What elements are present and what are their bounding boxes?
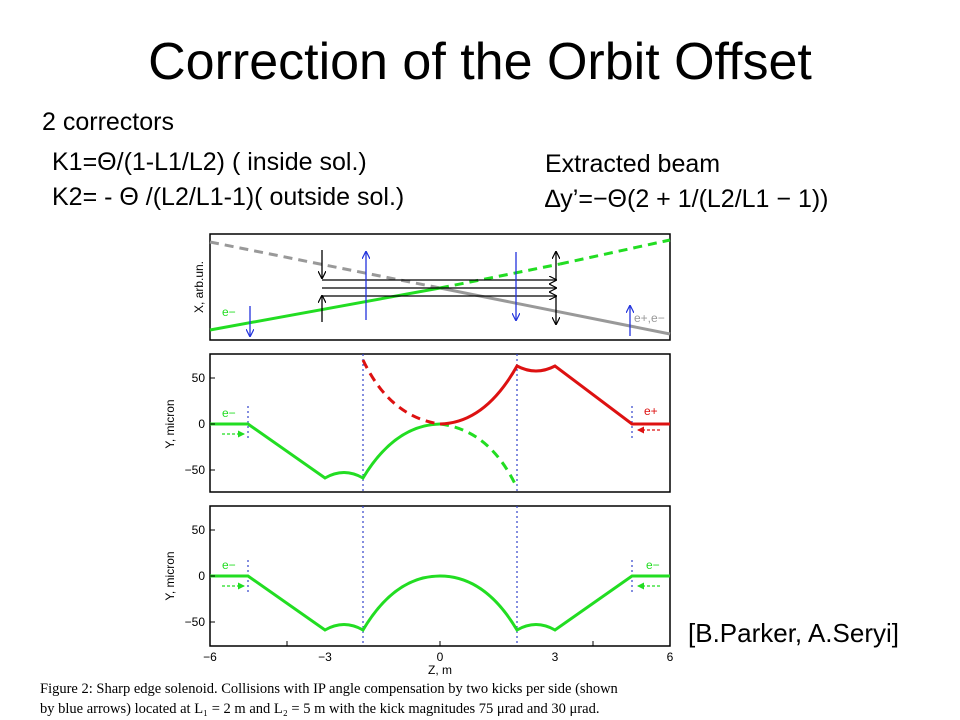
series-line-electron-incoming — [209, 286, 441, 332]
x-tick-label: 3 — [552, 650, 559, 664]
x-tick-label: −3 — [318, 650, 332, 664]
xlabel: Z, m — [428, 663, 452, 677]
series-line-electron-dash-tail — [559, 238, 671, 266]
slide-title: Correction of the Orbit Offset — [148, 33, 812, 91]
label-electron-top: e− — [222, 305, 236, 319]
correctors-heading: 2 correctors — [42, 108, 174, 136]
panel-bottom: e− e− 50 0 −50 Y, micron −6 −3 0 3 6 Z, … — [163, 505, 674, 677]
series-line-positron-projected — [361, 359, 441, 426]
k2-formula: K2= - Θ /(L2/L1-1)( outside sol.) — [52, 183, 405, 211]
y-tick-label: 0 — [198, 417, 205, 431]
figure-caption: Figure 2: Sharp edge solenoid. Collision… — [40, 679, 920, 719]
series-line-electron-bottom — [210, 574, 670, 633]
x-tick-label: 0 — [437, 650, 444, 664]
series-line-electron-outgoing — [439, 262, 561, 290]
k1-formula: K1=Θ/(1-L1/L2) ( inside sol.) — [52, 148, 367, 176]
label-electron-bottom-left: e− — [222, 558, 236, 572]
y-tick-label: 50 — [192, 371, 206, 385]
x-tick-label: 6 — [667, 650, 674, 664]
series-line-electron-projected — [439, 422, 519, 489]
x-tick-label: −6 — [203, 650, 217, 664]
y-tick-label: 0 — [198, 569, 205, 583]
series-line-electron-middle — [210, 422, 441, 481]
y-tick-label: −50 — [185, 615, 206, 629]
ylabel-middle: Y, micron — [163, 399, 177, 448]
citation: [B.Parker, A.Seryi] — [684, 618, 903, 649]
panel-top: e− e+,e− X, arb.un. — [192, 233, 671, 341]
caption-line-1: Figure 2: Sharp edge solenoid. Collision… — [40, 681, 618, 697]
label-beams-top: e+,e− — [634, 311, 665, 325]
y-tick-label: −50 — [185, 463, 206, 477]
label-electron-bottom-right: e− — [646, 558, 660, 572]
caption-line-2: by blue arrows) located at L₁ = 2 m and … — [40, 701, 600, 717]
extracted-heading: Extracted beam — [545, 150, 721, 178]
series-line-positron-middle — [439, 363, 670, 426]
extracted-formula: ∆y’=−Θ(2 + 1/(L2/L1 − 1)) — [545, 185, 829, 213]
label-positron-middle: e+ — [644, 404, 658, 418]
panel-middle: e− e+ 50 0 −50 Y, micron — [163, 353, 671, 493]
y-tick-label: 50 — [192, 523, 206, 537]
label-electron-middle: e− — [222, 406, 236, 420]
ylabel-top: X, arb.un. — [192, 261, 206, 313]
ylabel-bottom: Y, micron — [163, 551, 177, 600]
